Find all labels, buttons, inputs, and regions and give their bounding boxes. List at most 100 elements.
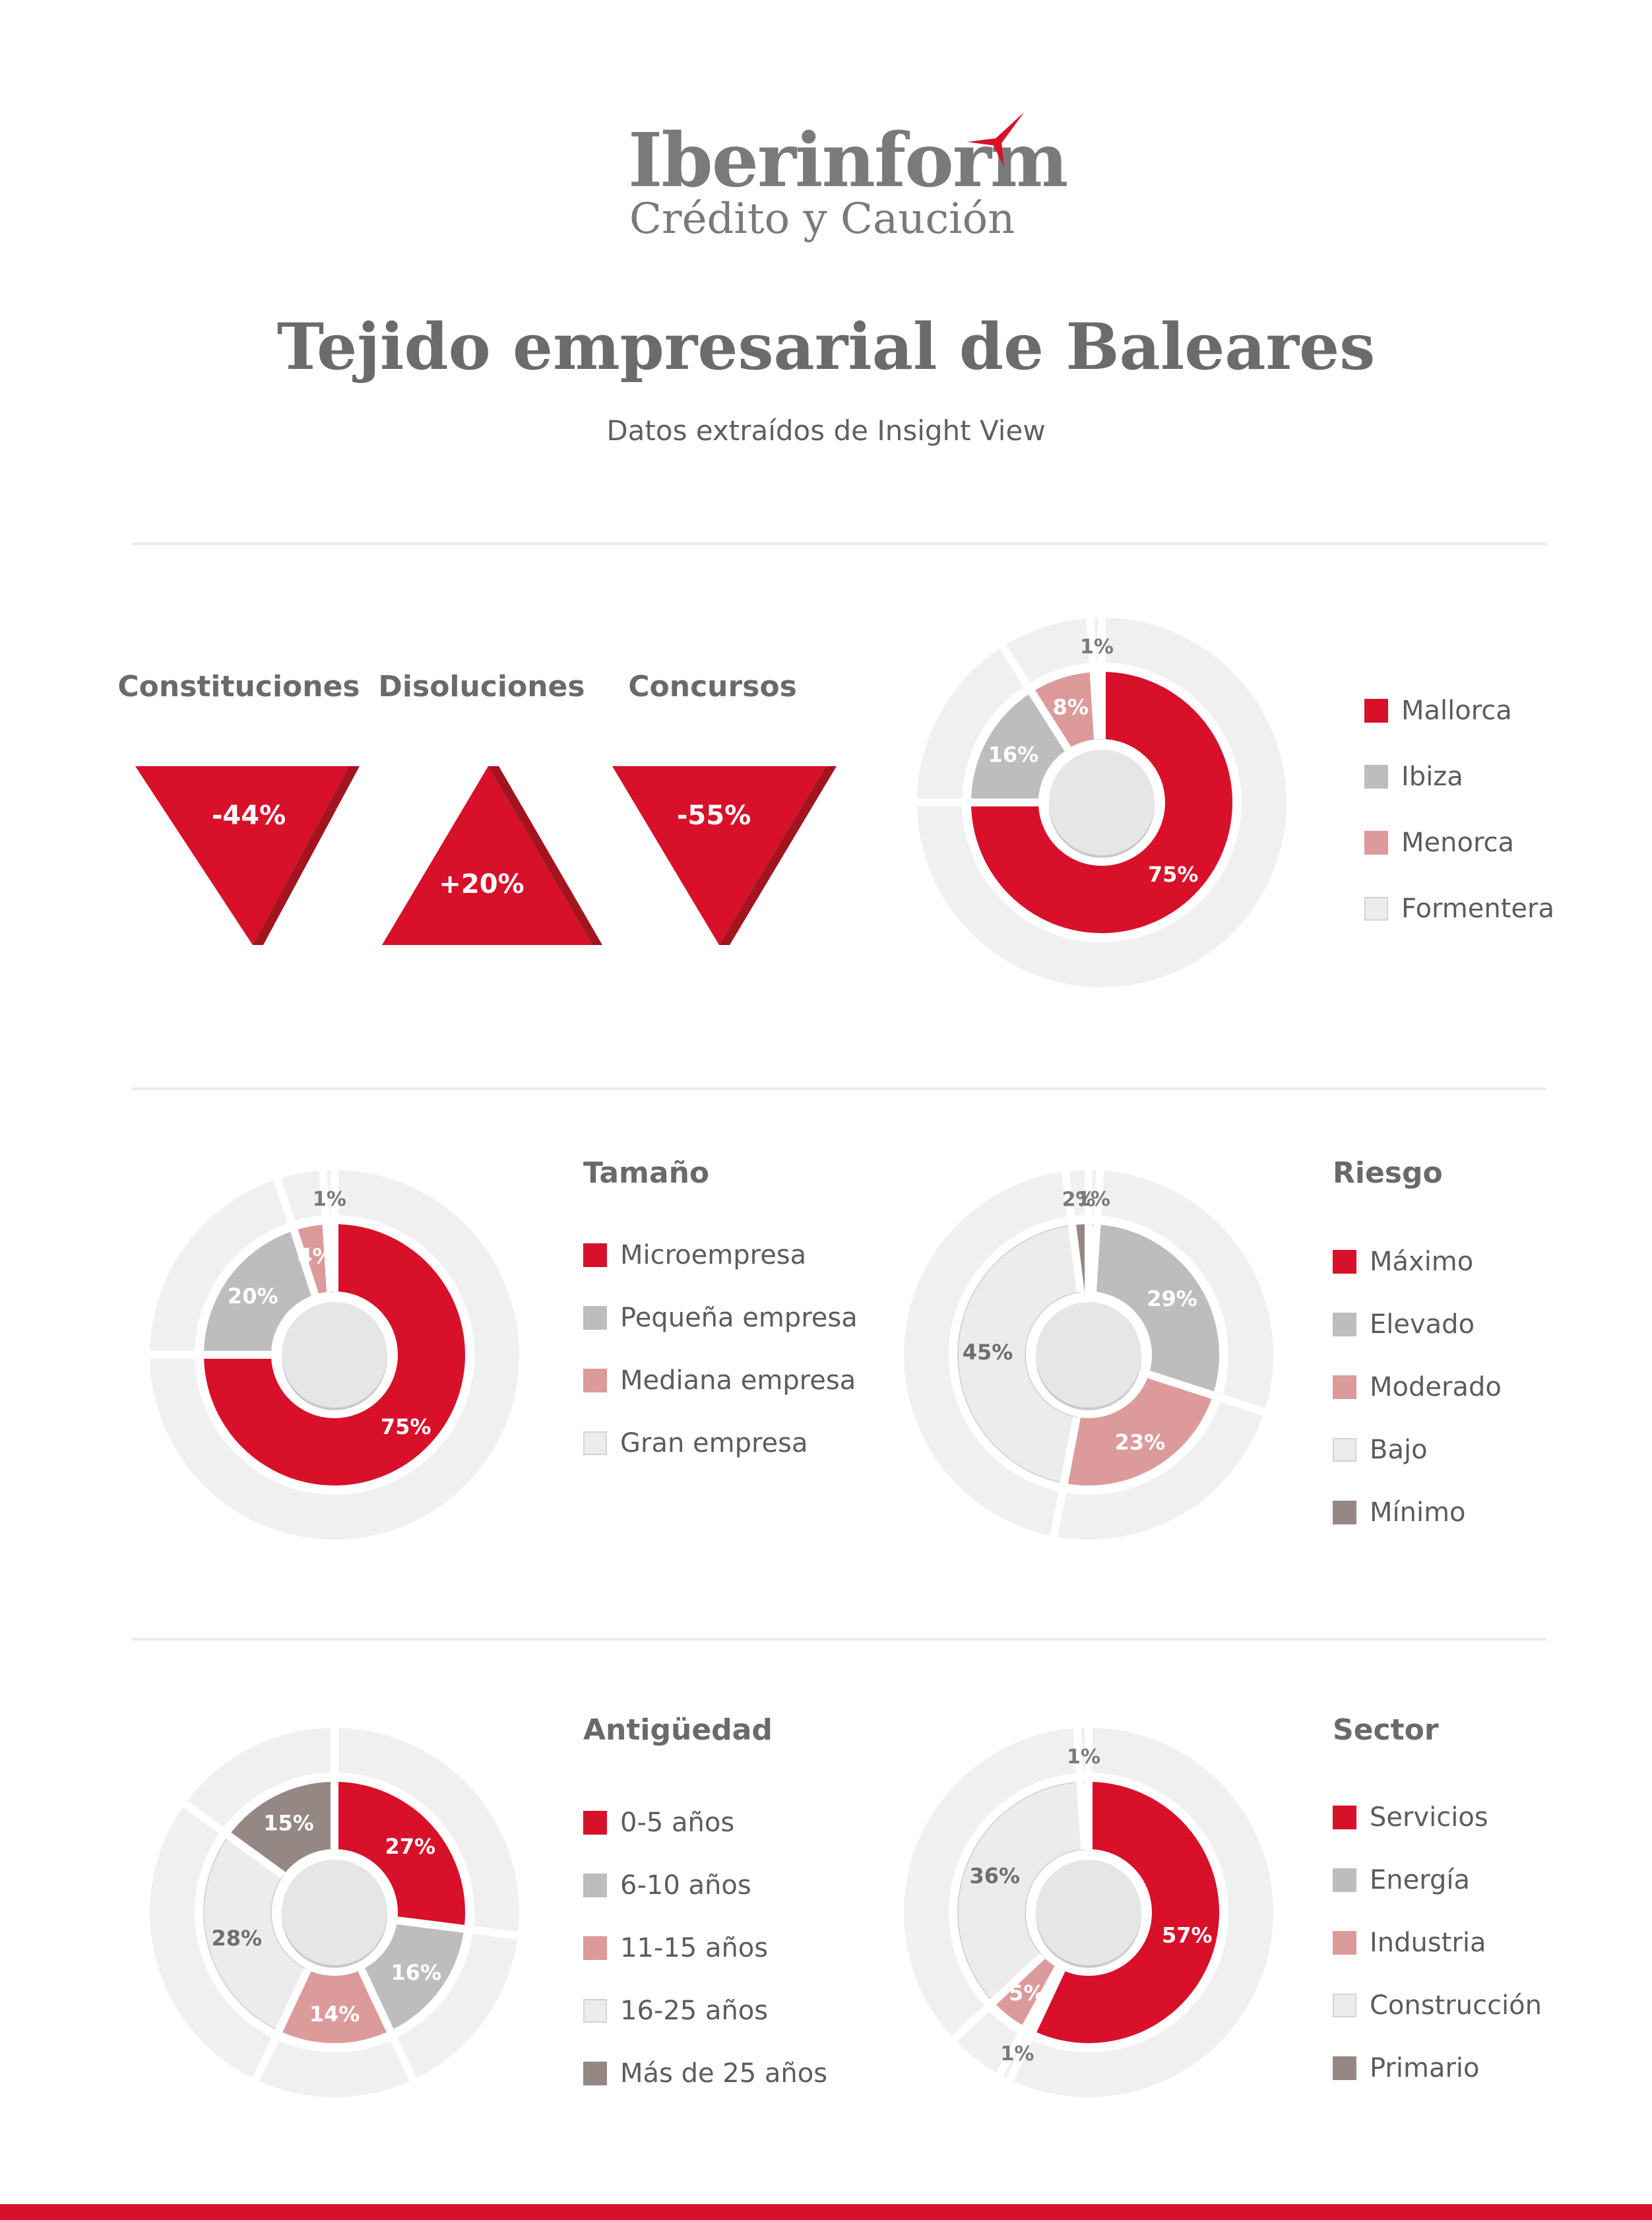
data-label-microempresa: 75% <box>381 1414 431 1439</box>
legend-swatch <box>1364 831 1388 855</box>
segment-separator <box>1005 1968 1065 2083</box>
legend-swatch <box>583 1936 607 1960</box>
data-label-11-15-anos: 14% <box>309 2002 360 2027</box>
segment-separator <box>1061 1169 1085 1293</box>
legend-label: Mediana empresa <box>620 1365 856 1396</box>
data-label-mediana-empresa: 4% <box>298 1244 333 1269</box>
legend-label: Servicios <box>1370 1802 1488 1833</box>
legend-item-primario: Primario <box>1333 2048 1479 2088</box>
data-label-bajo: 45% <box>963 1340 1013 1365</box>
legend-label: Gran empresa <box>620 1428 808 1458</box>
kpi-label-disoluciones: Disoluciones <box>378 670 585 703</box>
legend-swatch <box>1333 1250 1356 1274</box>
legend-label: Moderado <box>1370 1372 1502 1402</box>
data-label-6-10-anos: 16% <box>391 1960 441 1985</box>
legend-item-ibiza: Ibiza <box>1364 757 1463 797</box>
legend-label: Primario <box>1370 2053 1480 2083</box>
legend-item-industria: Industria <box>1333 1923 1486 1963</box>
legend-swatch <box>583 1874 607 1897</box>
donut-hub <box>282 1302 387 1408</box>
segment-separator <box>181 1800 286 1879</box>
legend-swatch <box>1364 699 1388 723</box>
legend-swatch <box>1333 2056 1356 2080</box>
donut-segment-11-15-anos <box>280 1970 389 2043</box>
donut-segment-pequena-empresa <box>204 1231 315 1354</box>
legend-swatch <box>583 1999 607 2023</box>
legend-item-gran-empresa: Gran empresa <box>583 1423 808 1463</box>
legend-label: 0-5 años <box>620 1808 735 1838</box>
data-label-16-25-anos: 28% <box>212 1926 263 1951</box>
segment-separator <box>397 1916 520 1940</box>
legend-swatch <box>1333 1313 1356 1336</box>
legend-label: Industria <box>1370 1928 1486 1958</box>
segment-separator <box>273 1176 319 1296</box>
legend-item-mediana-empresa: Mediana empresa <box>583 1361 856 1400</box>
legend-item-minimo: Mínimo <box>1333 1493 1466 1532</box>
donut-chart-islas: 75% 16% 8% 1% <box>916 616 1287 987</box>
donut-segment-0-5-anos <box>335 1782 465 1928</box>
chart-title-sector: Sector <box>1333 1713 1439 1747</box>
legend-swatch <box>1364 897 1388 921</box>
legend-item-11-15-anos: 11-15 años <box>583 1928 768 1968</box>
legend-label: Microempresa <box>620 1240 807 1270</box>
legend-swatch <box>1333 1438 1356 1462</box>
donut-hub <box>1049 750 1155 855</box>
legend-item-energia: Energía <box>1333 1860 1470 1900</box>
legend-label: Mallorca <box>1401 696 1512 726</box>
legend-label: Energía <box>1370 1865 1470 1895</box>
legend-label: Más de 25 años <box>620 2058 828 2089</box>
legend-swatch <box>1364 765 1388 789</box>
donut-chart-riesgo: 1% 29% 23% 45% 2% <box>904 1169 1273 1540</box>
donut-hub <box>1036 1302 1141 1408</box>
segment-separator <box>1050 1416 1081 1539</box>
legend-item-mallorca: Mallorca <box>1364 691 1512 731</box>
data-label-elevado: 29% <box>1147 1286 1197 1311</box>
legend-swatch <box>1333 1501 1356 1524</box>
donut-segment-menorca <box>1032 672 1097 749</box>
legend-item-pequena-empresa: Pequeña empresa <box>583 1298 858 1338</box>
legend-label: Máximo <box>1370 1247 1474 1277</box>
chart-title-riesgo: Riesgo <box>1333 1156 1443 1190</box>
chart-title-antiguedad: Antigüedad <box>583 1713 773 1747</box>
data-label-moderado: 23% <box>1115 1430 1166 1455</box>
kpi-value-disoluciones: +20% <box>439 869 524 899</box>
donut-segment-16-25-anos <box>203 1835 308 2031</box>
donut-hub <box>282 1860 387 1965</box>
donut-segment-ibiza <box>971 692 1067 802</box>
legend-label: 16-25 años <box>620 1996 769 2026</box>
legend-label: Menorca <box>1401 828 1515 858</box>
segment-separator <box>1089 1169 1104 1292</box>
data-label-0-5-anos: 27% <box>385 1834 435 1859</box>
legend-item-elevado: Elevado <box>1333 1305 1475 1344</box>
donut-chart-sector: 57% 1% 5% 36% 1% <box>904 1726 1273 2097</box>
data-label-gran-empresa: 1% <box>313 1188 346 1211</box>
data-label-menorca: 8% <box>1053 694 1089 719</box>
legend-swatch <box>1333 1806 1356 1829</box>
kpi-label-concursos: Concursos <box>628 670 797 703</box>
kpi-value-constituciones: -44% <box>212 800 286 831</box>
data-label-pequena-empresa: 20% <box>228 1284 278 1309</box>
divider <box>132 1638 1546 1641</box>
segment-separator <box>358 1968 418 2083</box>
legend-item-microempresa: Microempresa <box>583 1235 806 1275</box>
legend-label: Formentera <box>1401 894 1554 924</box>
legend-swatch <box>583 2062 607 2085</box>
donut-segment-microempresa <box>204 1224 465 1485</box>
data-label-maximo: 1% <box>1077 1188 1110 1211</box>
donut-segment-mediana-empresa <box>295 1224 330 1295</box>
legend-label: 6-10 años <box>620 1870 751 1901</box>
segment-separator <box>1147 1370 1267 1416</box>
legend-swatch <box>1333 1931 1356 1955</box>
chart-title-tamano: Tamaño <box>583 1156 710 1190</box>
legend-label: Mínimo <box>1370 1497 1466 1528</box>
segment-separator <box>995 1966 1062 2078</box>
legend-swatch <box>583 1243 607 1267</box>
segment-separator <box>1073 1726 1089 1850</box>
data-label-formentera: 1% <box>1080 636 1114 659</box>
footer-bar <box>0 2204 1652 2220</box>
kpi-value-concursos: -55% <box>677 800 751 831</box>
legend-label: Ibiza <box>1401 762 1463 792</box>
page-title: Tejido empresarial de Baleares <box>276 310 1376 384</box>
segment-separator <box>950 1953 1046 2043</box>
segment-separator <box>998 643 1071 752</box>
